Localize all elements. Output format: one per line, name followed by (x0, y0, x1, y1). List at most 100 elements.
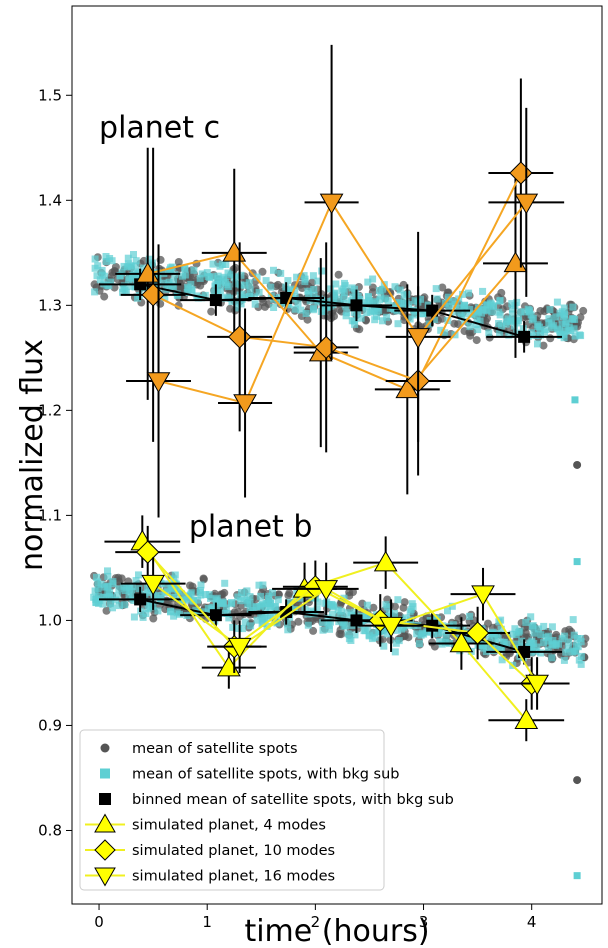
bkg-sub-point (521, 308, 529, 316)
bkg-sub-point (570, 631, 578, 639)
bkg-sub-point (255, 581, 263, 589)
bkg-sub-point (343, 609, 351, 617)
bkg-sub-point (569, 616, 577, 624)
bkg-sub-point (325, 621, 333, 629)
bkg-sub-point (545, 319, 553, 327)
outlier-points (571, 396, 582, 880)
bkg-sub-point (214, 280, 222, 288)
satellite-spot-point (472, 336, 481, 345)
bkg-sub-point (383, 313, 391, 321)
bkg-sub-point (326, 303, 334, 310)
legend: mean of satellite spots mean of satellite… (79, 729, 454, 891)
bkg-sub-point (376, 296, 384, 304)
bkg-sub-point (549, 637, 557, 644)
bkg-sub-point (396, 286, 404, 294)
triangle-up-marker (373, 550, 398, 572)
bkg-sub-point (483, 301, 491, 309)
bkg-sub-point (377, 292, 385, 300)
legend-marker (99, 793, 111, 805)
bkg-sub-point (109, 578, 117, 586)
bkg-sub-point (494, 635, 502, 642)
y-tick-label: 1.5 (38, 86, 62, 104)
bkg-sub-point (569, 315, 577, 323)
bkg-sub-point (342, 622, 350, 630)
bkg-sub-point (220, 273, 228, 281)
bkg-sub-point (433, 295, 441, 303)
bkg-sub-point (161, 294, 169, 302)
y-tick-label: 1.2 (38, 401, 62, 419)
bkg-sub-point (474, 326, 482, 334)
bkg-sub-point (509, 310, 517, 318)
bkg-sub-point (309, 272, 317, 280)
bkg-sub-point (548, 623, 556, 631)
triangle-up-marker (222, 240, 247, 262)
bkg-sub-point (380, 642, 388, 650)
satellite-spot-point (438, 283, 447, 292)
bkg-sub-point (302, 310, 310, 317)
bkg-sub-point (483, 307, 491, 315)
bkg-sub-point (93, 272, 101, 280)
bkg-sub-point (168, 282, 176, 290)
legend-label: simulated planet, 10 modes (132, 843, 335, 859)
bkg-sub-point (232, 273, 240, 281)
legend-box (79, 729, 385, 891)
bkg-sub-point (572, 642, 580, 649)
bkg-sub-point (564, 645, 572, 653)
bkg-sub-point (348, 284, 356, 292)
triangle-down-marker (379, 616, 403, 638)
bkg-sub-point (170, 575, 178, 583)
bkg-sub-point (357, 314, 365, 322)
satellite-spot-point (303, 315, 312, 324)
bkg-sub-point (508, 317, 516, 325)
triangle-up-marker (514, 708, 539, 729)
satellite-spot-point (399, 603, 408, 612)
bkg-sub-point (197, 581, 205, 589)
bkg-sub-point (116, 602, 123, 610)
bkg-sub-point (455, 304, 463, 312)
bkg-sub-point (495, 308, 503, 316)
bkg-sub-point (246, 593, 254, 601)
legend-marker (100, 768, 110, 779)
bkg-sub-point (224, 293, 232, 301)
bkg-sub-point (560, 632, 568, 640)
bkg-sub-point (257, 612, 265, 620)
bkg-sub-point (432, 614, 440, 622)
bkg-sub-point (361, 299, 368, 307)
bkg-sub-point (294, 299, 302, 307)
bkg-sub-point (324, 614, 332, 622)
bkg-sub-point (365, 632, 373, 640)
x-tick-label: 0 (94, 913, 104, 931)
bkg-sub-point (479, 306, 487, 314)
bkg-sub-point (262, 277, 270, 285)
bkg-sub-point (436, 638, 444, 646)
bkg-sub-point (375, 287, 383, 294)
triangle-down-marker (227, 637, 252, 659)
legend-item: mean of satellite spots, with bkg sub (100, 767, 400, 783)
legend-item: simulated planet, 10 modes (85, 839, 335, 861)
bkg-sub-point (461, 301, 468, 309)
bkg-sub-point (341, 279, 348, 287)
triangle-up-marker (449, 631, 474, 653)
bkg-sub-point (300, 272, 308, 280)
bkg-sub-point (266, 605, 274, 612)
bkg-sub-point (232, 280, 240, 288)
bkg-sub-point (310, 285, 318, 293)
triangle-down-marker (94, 867, 116, 887)
bkg-sub-point (537, 631, 545, 639)
annotation-planet-b: planet b (189, 509, 313, 544)
bkg-sub-point (221, 579, 229, 587)
bkg-sub-point (528, 637, 536, 645)
y-tick-label: 1.4 (38, 191, 62, 209)
bkg-sub-point (402, 614, 410, 622)
series-c (99, 268, 562, 353)
bkg-sub-point (517, 308, 525, 316)
bkg-sub-point (456, 308, 464, 316)
triangle-down-marker (233, 394, 257, 416)
bkg-sub-point (121, 587, 129, 594)
bkg-sub-point (406, 608, 414, 616)
binned-mean-marker (209, 609, 222, 622)
bkg-sub-point (97, 580, 105, 588)
bkg-sub-point (225, 614, 233, 622)
legend-label: mean of satellite spots, with bkg sub (132, 767, 400, 783)
bkg-sub-point (90, 593, 98, 601)
